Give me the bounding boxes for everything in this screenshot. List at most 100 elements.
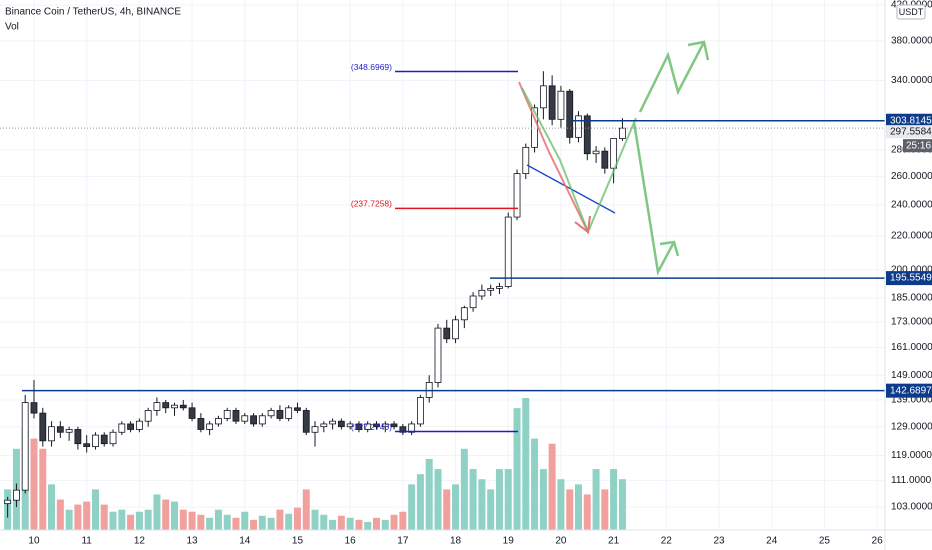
volume-bar bbox=[355, 519, 363, 530]
x-tick-label: 21 bbox=[608, 536, 620, 547]
candle-body bbox=[504, 216, 512, 287]
volume-bar bbox=[48, 484, 56, 530]
volume-bar bbox=[425, 458, 433, 530]
volume-bar bbox=[241, 511, 249, 530]
annotation-label: (127.2740) bbox=[351, 422, 392, 432]
volume-bar bbox=[214, 509, 222, 530]
volume-bar bbox=[592, 469, 600, 530]
candle-body bbox=[557, 90, 565, 120]
volume-bar bbox=[478, 479, 486, 530]
candle-body bbox=[478, 289, 486, 297]
volume-bar bbox=[610, 469, 618, 530]
volume-bar bbox=[373, 517, 381, 530]
volume-bar bbox=[250, 519, 258, 530]
candle-body bbox=[179, 404, 187, 409]
projection-up bbox=[638, 41, 706, 113]
y-tick-label: 260.0000 bbox=[891, 171, 932, 182]
candle-body bbox=[487, 287, 495, 291]
volume-bar bbox=[144, 509, 152, 530]
volume-bar bbox=[197, 514, 205, 530]
zigzag-green bbox=[521, 87, 637, 235]
candle-body bbox=[92, 434, 99, 448]
candle-body bbox=[610, 138, 618, 169]
candle-body bbox=[74, 429, 82, 445]
candle-body bbox=[294, 407, 301, 411]
y-tick-label: 240.0000 bbox=[891, 200, 932, 211]
candle-body bbox=[390, 423, 398, 428]
volume-bar bbox=[443, 489, 451, 530]
price-level-label: 195.5549 bbox=[890, 273, 932, 284]
candle-body bbox=[258, 415, 266, 425]
candle-body bbox=[4, 499, 12, 505]
y-tick-label: 173.0000 bbox=[891, 317, 932, 328]
volume-bar bbox=[539, 469, 547, 530]
volume-bar bbox=[566, 489, 574, 530]
candle-body bbox=[583, 115, 591, 155]
volume-bar bbox=[557, 479, 565, 530]
volume-bar bbox=[320, 514, 328, 530]
candle-body bbox=[144, 410, 152, 422]
candle-body bbox=[373, 423, 380, 428]
countdown-tag bbox=[903, 139, 932, 153]
x-tick-label: 24 bbox=[766, 536, 778, 547]
volume-bar bbox=[91, 489, 99, 530]
currency[interactable]: USDT bbox=[899, 7, 924, 17]
volume-bar bbox=[583, 494, 591, 530]
arrow-head bbox=[574, 215, 591, 234]
volume-bar bbox=[135, 511, 143, 530]
x-tick-label: 18 bbox=[450, 536, 462, 547]
volume-bar bbox=[548, 443, 556, 530]
candle-body bbox=[206, 423, 214, 430]
volume-bar bbox=[100, 504, 108, 530]
y-tick-label: 200.0000 bbox=[891, 265, 932, 276]
candle-body bbox=[513, 173, 521, 218]
candle-body bbox=[619, 127, 626, 139]
x-tick-label: 10 bbox=[28, 536, 40, 547]
candle-body bbox=[469, 295, 477, 309]
candle-body bbox=[171, 404, 178, 409]
x-tick-label: 25 bbox=[819, 536, 831, 547]
drawings bbox=[518, 40, 710, 276]
candle-body bbox=[539, 85, 547, 109]
x-tick-label: 19 bbox=[503, 536, 515, 547]
candle-body bbox=[83, 443, 91, 448]
volume-bar bbox=[469, 469, 477, 530]
price-level-tag bbox=[886, 271, 932, 286]
candle-body bbox=[100, 434, 108, 445]
candle-body bbox=[39, 412, 47, 442]
candle-body bbox=[364, 423, 372, 430]
price-level-label: 303.8145 bbox=[890, 115, 932, 126]
candle-body bbox=[399, 426, 407, 433]
arrow-head bbox=[687, 40, 710, 61]
y-tick-label: 340.0000 bbox=[891, 75, 932, 86]
last-price-tag bbox=[886, 125, 932, 139]
candle-body bbox=[329, 420, 337, 425]
volume-bar bbox=[109, 511, 117, 530]
currency-box[interactable] bbox=[896, 4, 926, 20]
price-level-tag bbox=[886, 113, 932, 128]
candle-body bbox=[13, 489, 20, 501]
x-tick-label: 14 bbox=[239, 536, 251, 547]
candle-body bbox=[197, 418, 205, 430]
volume-bar bbox=[381, 519, 389, 530]
candle-body bbox=[223, 410, 231, 419]
volume-bar bbox=[504, 469, 512, 530]
countdown: 25:16 bbox=[906, 140, 931, 151]
volume-bar bbox=[522, 398, 530, 530]
volume-bar bbox=[83, 501, 91, 530]
candle-body bbox=[48, 426, 55, 442]
candle-body bbox=[30, 402, 38, 414]
volume-bar bbox=[452, 484, 460, 530]
x-tick-label: 13 bbox=[187, 536, 199, 547]
candle-body bbox=[241, 415, 249, 422]
volume-bar bbox=[531, 438, 539, 530]
x-tick-label: 16 bbox=[345, 536, 357, 547]
candle-body bbox=[548, 85, 556, 120]
candles bbox=[4, 71, 626, 518]
candle-body bbox=[566, 90, 574, 138]
candle-body bbox=[232, 410, 240, 422]
candle-body bbox=[460, 307, 468, 321]
y-tick-label: 149.0000 bbox=[891, 370, 932, 381]
x-tick-label: 17 bbox=[397, 536, 409, 547]
volume-bar bbox=[30, 438, 38, 530]
